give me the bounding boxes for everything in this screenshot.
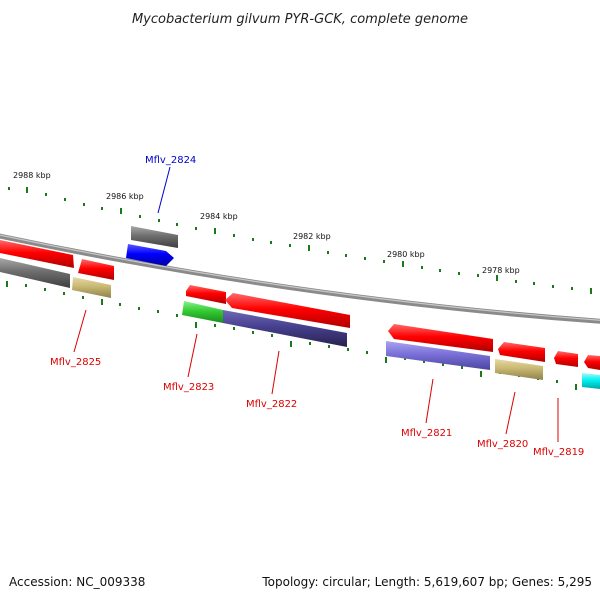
cds-arrow-2824[interactable]	[126, 244, 174, 266]
gray-feature-2825[interactable]	[0, 258, 70, 288]
annotation-track	[0, 258, 600, 389]
cds-arrow-2825-left[interactable]	[0, 240, 74, 268]
gene-label-2822[interactable]: Mflv_2822	[246, 399, 297, 410]
green-feature-2823[interactable]	[182, 301, 223, 323]
cds-arrow-edge[interactable]	[584, 355, 600, 370]
gene-label-2824[interactable]: Mflv_2824	[145, 155, 196, 166]
gene-label-2820[interactable]: Mflv_2820	[477, 439, 528, 450]
map-title: Mycobacterium gilvum PYR-GCK, complete g…	[132, 12, 468, 27]
cds-arrow-2823[interactable]	[186, 285, 226, 304]
gray-feature-2824[interactable]	[131, 226, 178, 248]
cds-arrow-2822[interactable]	[225, 293, 350, 328]
gene-label-2823[interactable]: Mflv_2823	[163, 382, 214, 393]
khaki-feature-2825[interactable]	[72, 277, 111, 298]
accession-text: Accession: NC_009338	[9, 575, 145, 589]
scale-track	[8, 187, 592, 294]
cyan-feature-edge[interactable]	[582, 373, 600, 389]
tick-label-2984: 2984 kbp	[200, 212, 238, 221]
cds-track	[0, 226, 600, 370]
genome-backbone	[0, 233, 600, 324]
tick-label-2988: 2988 kbp	[13, 171, 51, 180]
label-leaders	[73, 166, 559, 442]
khaki-feature-2820[interactable]	[495, 359, 543, 380]
tick-label-2982: 2982 kbp	[293, 232, 331, 241]
cds-arrow-2819[interactable]	[554, 351, 578, 367]
tick-label-2980: 2980 kbp	[387, 250, 425, 259]
tick-label-2978: 2978 kbp	[482, 266, 520, 275]
cds-arrow-2821[interactable]	[388, 324, 493, 352]
cds-arrow-2820[interactable]	[498, 342, 545, 362]
lavender-feature-2821[interactable]	[386, 341, 490, 370]
genome-summary-text: Topology: circular; Length: 5,619,607 bp…	[261, 575, 592, 589]
tick-label-2986: 2986 kbp	[106, 192, 144, 201]
gene-label-2825[interactable]: Mflv_2825	[50, 357, 101, 368]
gene-label-2819[interactable]: Mflv_2819	[533, 447, 584, 458]
cds-arrow-2825b[interactable]	[78, 259, 114, 280]
gene-label-2821[interactable]: Mflv_2821	[401, 428, 452, 439]
indigo-feature-2822[interactable]	[223, 310, 347, 347]
